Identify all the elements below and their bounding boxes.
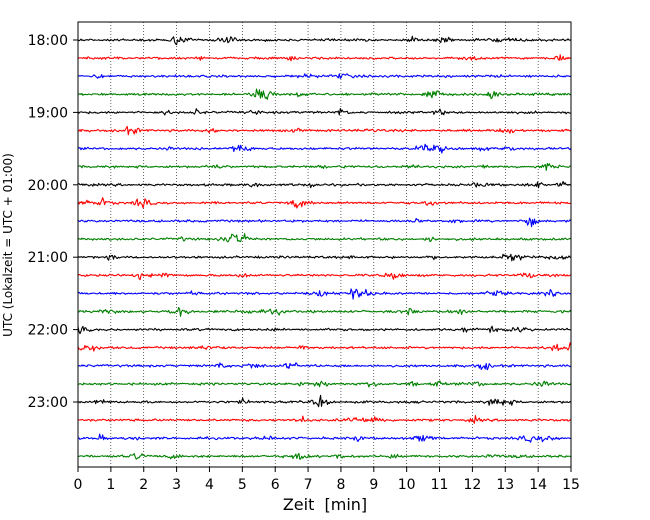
x-tick-label-13: 13: [496, 477, 514, 493]
trace-1945: [77, 162, 572, 171]
x-tick-label-7: 7: [304, 477, 313, 493]
trace-2115: [77, 272, 572, 281]
x-tick-label-0: 0: [74, 477, 83, 493]
trace-1915: [77, 125, 572, 136]
trace-1815: [77, 54, 572, 62]
y-tick-label-4: 22:00: [28, 323, 68, 339]
trace-2330: [77, 433, 572, 443]
trace-1845: [77, 88, 572, 100]
x-tick-label-3: 3: [172, 477, 181, 493]
x-tick-label-11: 11: [431, 477, 449, 493]
x-axis-ticks: 0 1 2 3 4 5 6 7 8 9 10 11 12 13 14 15: [74, 467, 580, 493]
trace-1830: [77, 73, 572, 79]
grid-lines: [110, 22, 539, 467]
y-tick-label-1: 19:00: [28, 105, 68, 121]
plot-frame: [77, 21, 572, 468]
y-tick-label-2: 20:00: [28, 178, 68, 194]
trace-1930: [77, 143, 572, 154]
trace-2245: [77, 380, 572, 388]
x-tick-label-8: 8: [336, 477, 345, 493]
x-tick-label-9: 9: [369, 477, 378, 493]
x-tick-label-4: 4: [205, 477, 214, 493]
trace-2145: [77, 307, 572, 317]
trace-2345: [77, 452, 572, 461]
x-axis-label: Zeit [min]: [283, 495, 367, 514]
x-tick-label-10: 10: [398, 477, 416, 493]
trace-2130: [77, 288, 572, 300]
y-tick-label-0: 18:00: [28, 33, 68, 49]
y-tick-label-5: 23:00: [28, 395, 68, 411]
trace-2100: [77, 253, 572, 262]
x-tick-label-1: 1: [106, 477, 115, 493]
x-tick-label-14: 14: [529, 477, 547, 493]
trace-2200: [77, 325, 572, 335]
trace-2315: [77, 415, 572, 424]
trace-2045: [77, 233, 572, 243]
x-tick-label-15: 15: [562, 477, 580, 493]
trace-2230: [77, 362, 572, 371]
x-tick-label-12: 12: [463, 477, 481, 493]
trace-2030: [77, 217, 572, 228]
trace-2015: [77, 197, 572, 209]
trace-1900: [77, 107, 572, 116]
trace-2215: [77, 342, 572, 352]
x-tick-label-6: 6: [271, 477, 280, 493]
trace-2300: [77, 394, 572, 408]
trace-2000: [77, 180, 572, 189]
x-tick-label-2: 2: [139, 477, 148, 493]
x-tick-label-5: 5: [238, 477, 247, 493]
y-axis-ticks: 18:00 19:00 20:00 21:00 22:00 23:00: [28, 33, 78, 411]
y-axis-label: UTC (Lokalzeit = UTC + 01:00): [1, 153, 15, 337]
trace-1800: [77, 35, 572, 46]
y-tick-label-3: 21:00: [28, 250, 68, 266]
seismogram-traces: [77, 35, 572, 461]
